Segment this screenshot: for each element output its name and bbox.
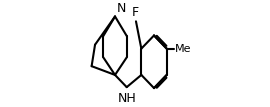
- Text: F: F: [131, 6, 139, 19]
- Text: NH: NH: [117, 92, 136, 106]
- Text: Me: Me: [174, 44, 191, 54]
- Text: N: N: [117, 1, 126, 15]
